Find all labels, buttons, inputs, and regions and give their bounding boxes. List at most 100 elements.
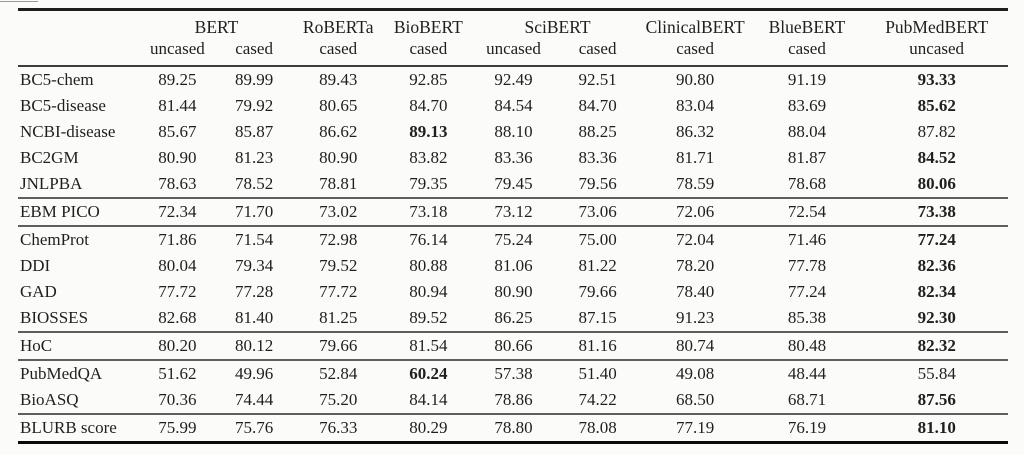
task-label: ChemProt [20,230,89,249]
benchmark-table-container: BERT RoBERTa BioBERT SciBERT ClinicalBER… [18,8,1008,444]
score-cell: 68.50 [675,390,715,409]
score-cell: 78.59 [675,174,715,193]
score-cell: 81.06 [494,256,533,275]
score-cell: 76.14 [409,230,448,249]
table-row: BC2GM 80.90 81.23 80.90 83.82 83.36 83.36 81.71… [18,145,1008,171]
table-row: BC5-chem 89.25 89.99 89.43 92.85 92.49 92.51 90… [18,66,1008,93]
score-cell: 80.94 [409,282,448,301]
case-variant-header: cased [319,39,358,58]
task-label: PubMedQA [20,364,103,383]
score-cell: 71.86 [158,230,197,249]
score-cell: 78.52 [234,174,274,193]
score-cell: 77.78 [787,256,827,275]
score-cell: 80.29 [409,418,448,437]
task-label: BC5-disease [20,96,106,115]
model-header-roberta: RoBERTa [302,17,374,37]
table-row: DDI 80.04 79.34 79.52 80.88 81.06 81.22 78.20 77… [18,253,1008,279]
table-row: ChemProt 71.86 71.54 72.98 76.14 75.24 75.00 72… [18,226,1008,253]
score-cell: 80.04 [158,256,197,275]
score-cell: 84.14 [409,390,448,409]
score-cell: 92.30 [917,308,956,327]
score-cell: 70.36 [158,390,197,409]
score-cell: 74.22 [578,390,617,409]
score-cell: 89.13 [409,122,448,141]
task-label: NCBI-disease [20,122,116,141]
score-cell: 84.54 [494,96,533,115]
score-cell: 74.44 [234,390,274,409]
score-cell: 75.76 [234,418,274,437]
score-cell: 81.40 [234,308,274,327]
score-cell: 80.90 [494,282,533,301]
score-cell: 68.71 [787,390,827,409]
table-row: GAD 77.72 77.28 77.72 80.94 80.90 79.66 78.40 77… [18,279,1008,305]
task-label: BIOSSES [20,308,89,327]
score-cell: 75.00 [578,230,617,249]
score-cell: 73.12 [494,202,533,221]
task-label: EBM PICO [20,202,100,221]
task-label: GAD [20,282,57,301]
score-cell: 78.20 [675,256,715,275]
score-cell: 84.52 [917,148,956,167]
score-cell: 81.16 [578,336,617,355]
corner-cell [18,38,140,66]
score-cell: 73.38 [917,202,956,221]
score-cell: 86.25 [494,308,533,327]
case-variant-header: cased [676,39,714,58]
score-cell: 73.18 [409,202,448,221]
score-cell: 84.70 [409,96,448,115]
case-variant-header: cased [788,39,826,58]
score-cell: 80.06 [917,174,956,193]
score-cell: 71.46 [787,230,827,249]
row-group: ChemProt 71.86 71.54 72.98 76.14 75.24 75.00 72… [18,226,1008,332]
score-cell: 72.54 [787,202,827,221]
score-cell: 80.88 [409,256,448,275]
score-cell: 78.40 [675,282,715,301]
score-cell: 49.96 [234,364,274,383]
task-label: BC5-chem [20,70,94,89]
score-cell: 85.67 [158,122,197,141]
score-cell: 89.25 [158,70,197,89]
row-group: PubMedQA 51.62 49.96 52.84 60.24 57.38 51.40 49… [18,360,1008,414]
score-cell: 72.34 [158,202,197,221]
score-cell: 75.20 [319,390,358,409]
score-cell: 91.19 [787,70,827,89]
model-header-scibert: SciBERT [524,17,591,37]
model-header-bluebert: BlueBERT [768,17,846,37]
model-header-biobert: BioBERT [393,17,463,37]
task-label: BLURB score [20,418,117,437]
score-cell: 81.10 [917,418,956,437]
score-cell: 83.36 [494,148,533,167]
score-cell: 82.36 [917,256,956,275]
score-cell: 88.10 [494,122,533,141]
score-cell: 83.69 [787,96,827,115]
page-edge-artifact [0,1,38,2]
score-cell: 89.52 [409,308,448,327]
score-cell: 78.08 [578,418,617,437]
score-cell: 73.02 [319,202,358,221]
score-cell: 82.68 [158,308,197,327]
score-cell: 79.66 [319,336,358,355]
table-row: JNLPBA 78.63 78.52 78.81 79.35 79.45 79.56 78.5… [18,171,1008,198]
score-cell: 77.72 [319,282,358,301]
score-cell: 80.90 [158,148,197,167]
score-cell: 81.71 [675,148,715,167]
score-cell: 72.06 [675,202,715,221]
score-cell: 75.99 [158,418,197,437]
task-label: DDI [20,256,51,275]
score-cell: 82.34 [917,282,956,301]
score-cell: 81.22 [578,256,617,275]
score-cell: 51.40 [578,364,617,383]
score-cell: 78.80 [494,418,533,437]
model-name-header-row: BERT RoBERTa BioBERT SciBERT ClinicalBER… [18,10,1008,39]
score-cell: 87.56 [917,390,956,409]
case-variant-header: cased [409,39,448,58]
case-variant-header: uncased [486,39,541,58]
case-variant-header: uncased [909,39,965,58]
score-cell: 83.04 [675,96,715,115]
score-cell: 81.44 [158,96,197,115]
score-cell: 81.54 [409,336,448,355]
score-cell: 73.06 [578,202,617,221]
case-variant-header: cased [578,39,617,58]
score-cell: 79.56 [578,174,617,193]
model-header-clinicalbert: ClinicalBERT [645,17,745,37]
